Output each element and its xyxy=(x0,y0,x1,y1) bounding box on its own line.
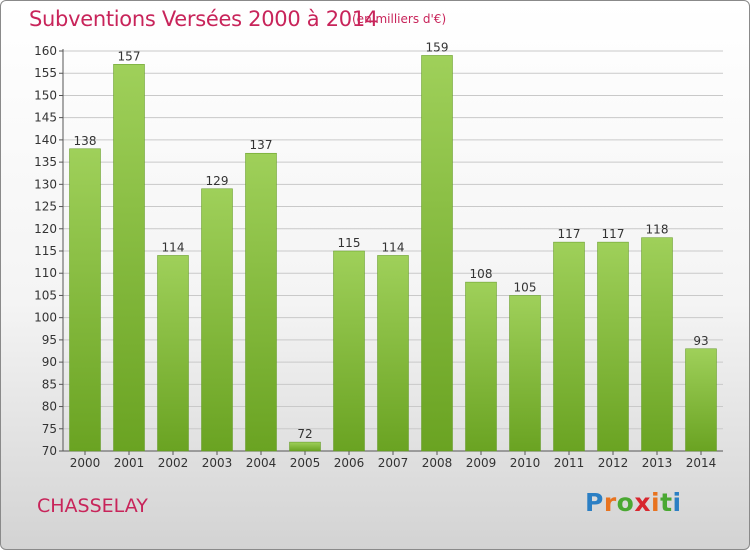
x-tick-label: 2006 xyxy=(334,456,365,470)
bar xyxy=(597,241,629,452)
bar-value-label: 72 xyxy=(297,427,312,441)
bar-value-label: 115 xyxy=(338,236,361,250)
bar-value-label: 117 xyxy=(602,227,625,241)
y-tick-label: 105 xyxy=(34,288,57,302)
bar-value-label: 105 xyxy=(514,280,537,294)
y-tick-label: 125 xyxy=(34,200,57,214)
bar xyxy=(685,348,717,452)
y-tick-label: 100 xyxy=(34,311,57,325)
x-tick-label: 2004 xyxy=(246,456,277,470)
logo-letter: r xyxy=(603,488,617,517)
bar xyxy=(289,441,321,452)
bar xyxy=(201,188,233,452)
bar xyxy=(421,55,453,452)
logo-letter: o xyxy=(616,488,635,517)
x-tick-label: 2014 xyxy=(686,456,717,470)
bar-value-label: 117 xyxy=(558,227,581,241)
bar xyxy=(377,255,409,452)
x-tick-label: 2000 xyxy=(70,456,101,470)
x-tick-label: 2007 xyxy=(378,456,409,470)
bar-value-label: 159 xyxy=(426,40,449,54)
x-tick-label: 2005 xyxy=(290,456,321,470)
x-tick-label: 2008 xyxy=(422,456,453,470)
bar xyxy=(553,241,585,452)
logo-letter: t xyxy=(660,488,673,517)
y-tick-label: 130 xyxy=(34,177,57,191)
chart-subtitle: (en milliers d'€) xyxy=(352,12,447,26)
bar-value-label: 114 xyxy=(162,240,185,254)
x-tick-label: 2011 xyxy=(554,456,585,470)
y-tick-label: 90 xyxy=(42,355,57,369)
logo-letter: i xyxy=(672,488,682,517)
y-tick-label: 110 xyxy=(34,266,57,280)
bar-value-label: 114 xyxy=(382,240,405,254)
y-tick-label: 145 xyxy=(34,111,57,125)
y-tick-label: 135 xyxy=(34,155,57,169)
x-tick-label: 2010 xyxy=(510,456,541,470)
bar-value-label: 129 xyxy=(206,174,229,188)
y-tick-label: 150 xyxy=(34,88,57,102)
y-tick-label: 70 xyxy=(42,444,57,458)
proxiti-logo: Proxiti xyxy=(585,488,682,517)
bar-value-label: 137 xyxy=(250,138,273,152)
y-tick-label: 80 xyxy=(42,400,57,414)
y-tick-label: 155 xyxy=(34,66,57,80)
bar xyxy=(113,64,145,452)
bar xyxy=(641,237,673,452)
y-tick-label: 115 xyxy=(34,244,57,258)
bar-value-label: 93 xyxy=(693,334,708,348)
x-tick-label: 2001 xyxy=(114,456,145,470)
x-tick-label: 2009 xyxy=(466,456,497,470)
y-tick-label: 75 xyxy=(42,422,57,436)
x-tick-label: 2013 xyxy=(642,456,673,470)
logo-letter: x xyxy=(634,488,651,517)
y-tick-label: 140 xyxy=(34,133,57,147)
bar xyxy=(69,148,101,452)
bar-value-label: 157 xyxy=(118,49,141,63)
bars xyxy=(69,55,717,452)
y-tick-label: 120 xyxy=(34,222,57,236)
x-tick-label: 2003 xyxy=(202,456,233,470)
x-tick-label: 2002 xyxy=(158,456,189,470)
value-labels: 138 157 114 129 137 72 115 114 159 108 105 117 117 11… xyxy=(74,40,709,441)
logo-letter: i xyxy=(651,488,661,517)
chart-title: Subventions Versées 2000 à 2014 xyxy=(29,7,378,31)
bar xyxy=(509,295,541,452)
bar xyxy=(333,250,365,452)
bar xyxy=(157,255,189,452)
bar-value-label: 118 xyxy=(646,223,669,237)
bar xyxy=(465,281,497,452)
x-tick-label: 2012 xyxy=(598,456,629,470)
y-tick-label: 95 xyxy=(42,333,57,347)
y-tick-label: 85 xyxy=(42,377,57,391)
bar-value-label: 138 xyxy=(74,134,97,148)
logo-letter: P xyxy=(585,488,604,517)
bar xyxy=(245,152,277,452)
y-tick-label: 160 xyxy=(34,44,57,58)
axes: 70 75 80 85 90 95 100 105 110 115 120 125 130 135 140 1… xyxy=(34,44,723,470)
commune-name: CHASSELAY xyxy=(37,495,148,517)
bar-value-label: 108 xyxy=(470,267,493,281)
